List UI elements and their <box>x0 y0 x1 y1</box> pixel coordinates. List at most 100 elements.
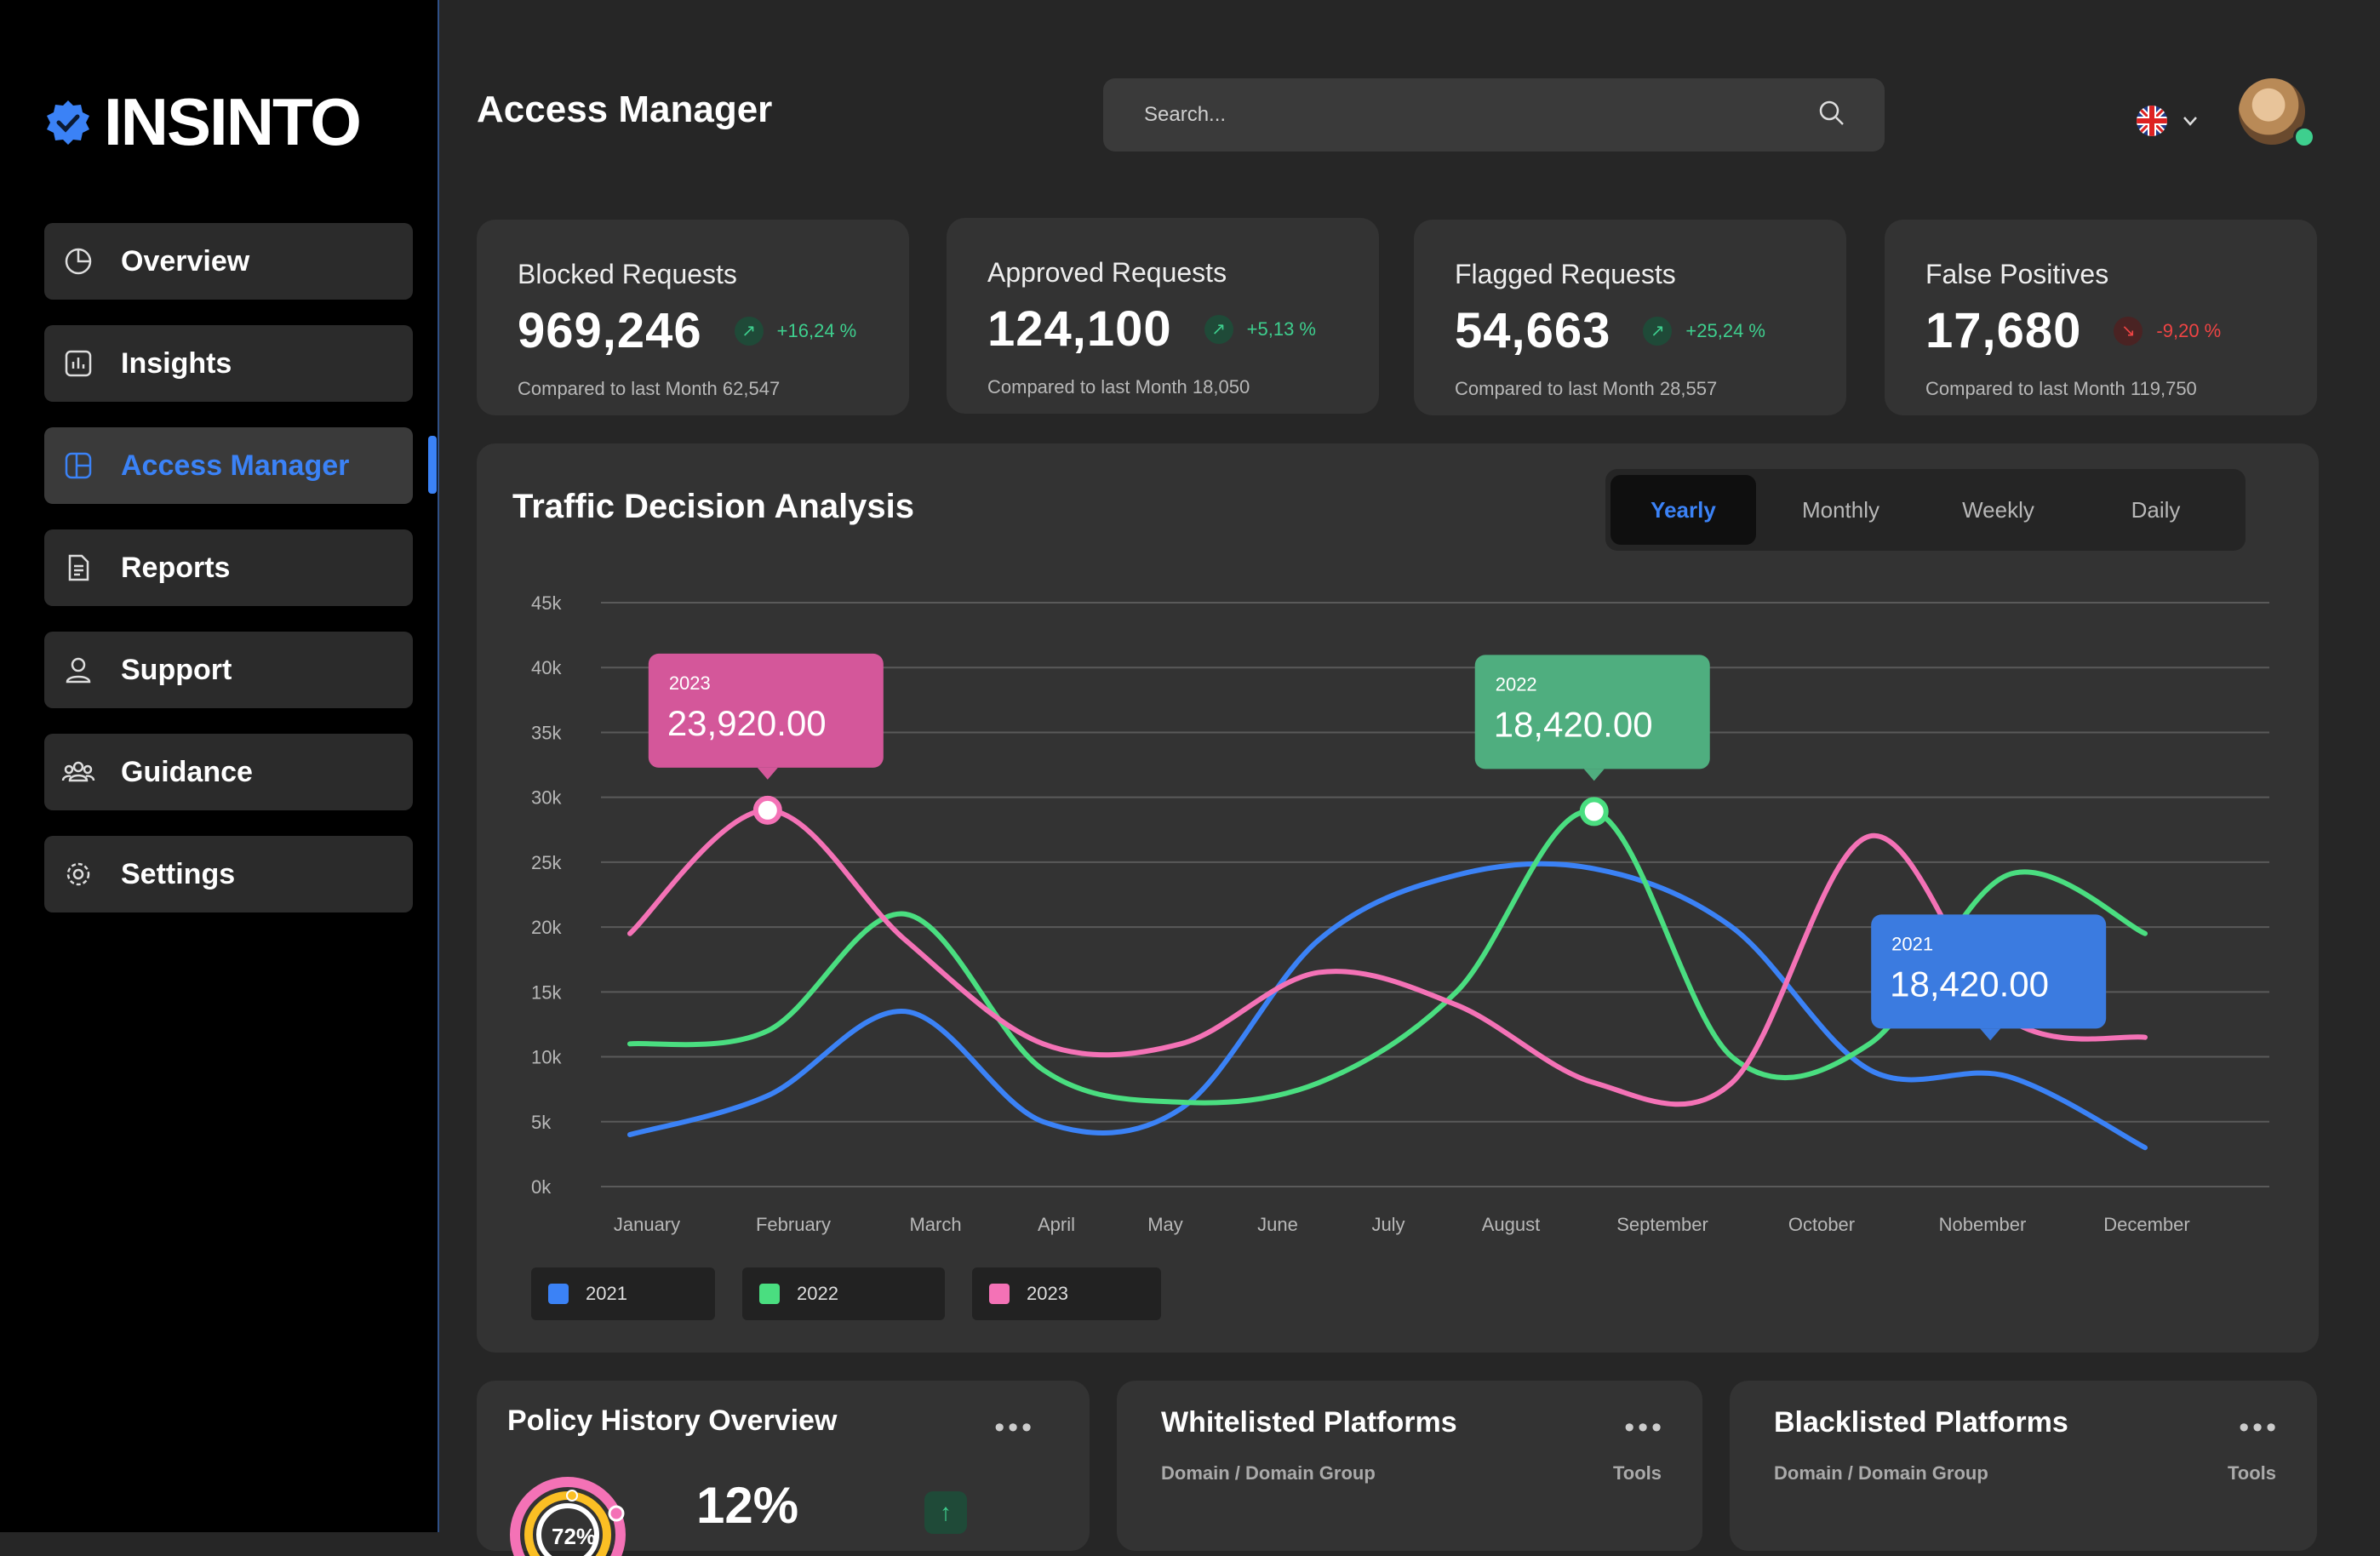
stat-compare: Compared to last Month 119,750 <box>1925 378 2197 399</box>
sidebar-item-reports[interactable]: Reports <box>44 529 413 606</box>
card-title: Policy History Overview <box>507 1404 838 1437</box>
trend-up-icon: ↗ <box>1643 316 1673 346</box>
group-icon <box>60 753 97 791</box>
more-options-icon[interactable]: ••• <box>1624 1411 1665 1444</box>
legend-item-2021[interactable]: 2021 <box>531 1267 715 1320</box>
sidebar: INSINTO Overview Insights Access Manager… <box>0 0 439 1532</box>
x-tick-label: October <box>1788 1214 1855 1235</box>
tab-yearly[interactable]: Yearly <box>1611 475 1756 545</box>
stat-change: +16,24 % <box>776 319 857 341</box>
stat-card-approved: Approved Requests 124,100 ↗ +5,13 % Comp… <box>947 218 1379 414</box>
policy-percent: 12% <box>696 1477 799 1534</box>
stat-compare: Compared to last Month 62,547 <box>518 378 781 399</box>
arrow-up-icon: ↑ <box>924 1491 967 1534</box>
period-tabs: Yearly Monthly Weekly Daily <box>1605 469 2246 551</box>
sidebar-item-settings[interactable]: Settings <box>44 836 413 912</box>
stat-change: +25,24 % <box>1685 319 1765 341</box>
sidebar-item-label: Insights <box>121 346 232 380</box>
stat-title: Flagged Requests <box>1455 259 1676 289</box>
search-input[interactable] <box>1142 102 1742 128</box>
sidebar-item-support[interactable]: Support <box>44 632 413 708</box>
whitelisted-platforms-card: Whitelisted Platforms ••• Domain / Domai… <box>1117 1381 1702 1551</box>
pie-chart-icon <box>60 243 97 280</box>
active-nav-indicator <box>428 436 437 494</box>
verified-badge-icon <box>47 100 89 145</box>
annotation-pointer-2021 <box>1980 1028 2001 1041</box>
user-icon <box>60 651 97 689</box>
document-icon <box>60 549 97 586</box>
y-tick-label: 20k <box>531 917 562 938</box>
column-header-tools: Tools <box>1612 1462 1662 1484</box>
x-tick-label: December <box>2103 1214 2189 1235</box>
tab-daily[interactable]: Daily <box>2131 496 2181 523</box>
sidebar-item-label: Access Manager <box>121 449 350 482</box>
x-tick-label: June <box>1257 1214 1298 1235</box>
stat-change: +5,13 % <box>1246 317 1316 340</box>
sidebar-nav: Overview Insights Access Manager Reports… <box>44 223 413 938</box>
logo-text: INSINTO <box>104 84 362 159</box>
stat-card-flagged: Flagged Requests 54,663 ↗ +25,24 % Compa… <box>1414 220 1846 415</box>
search-icon[interactable] <box>1818 100 1845 131</box>
x-tick-label: August <box>1482 1214 1541 1235</box>
uk-flag-icon <box>2137 106 2167 136</box>
x-tick-label: July <box>1371 1214 1405 1235</box>
stat-title: Approved Requests <box>987 257 1227 288</box>
y-tick-label: 45k <box>531 592 562 614</box>
annotation-label-2023: 2023 <box>669 672 711 694</box>
y-tick-label: 0k <box>531 1176 552 1198</box>
legend-swatch <box>548 1284 569 1304</box>
y-tick-label: 40k <box>531 657 562 678</box>
sidebar-item-guidance[interactable]: Guidance <box>44 734 413 810</box>
legend-item-2023[interactable]: 2023 <box>972 1267 1161 1320</box>
more-options-icon[interactable]: ••• <box>2239 1411 2280 1444</box>
annotation-box-2023 <box>648 653 884 768</box>
legend-swatch <box>989 1284 1010 1304</box>
column-header-tools: Tools <box>2227 1462 2276 1484</box>
annotation-pointer-2023 <box>757 767 778 780</box>
annotation-value-2022: 18,420.00 <box>1494 704 1653 744</box>
tab-monthly[interactable]: Monthly <box>1801 496 1880 523</box>
line-chart: 45k 40k 35k 30k 25k 20k 15k 10k 5k 0k January Febru… <box>531 592 2269 1235</box>
legend-label: 2021 <box>586 1283 627 1304</box>
tab-weekly[interactable]: Weekly <box>1962 496 2034 523</box>
legend-item-2022[interactable]: 2022 <box>742 1267 945 1320</box>
legend-label: 2022 <box>797 1283 838 1304</box>
blacklisted-platforms-card: Blacklisted Platforms ••• Domain / Domai… <box>1730 1381 2317 1551</box>
app-logo[interactable]: INSINTO <box>44 83 362 161</box>
y-tick-label: 35k <box>531 722 562 743</box>
annotation-pointer-2022 <box>1583 769 1605 781</box>
legend-swatch <box>759 1284 780 1304</box>
annotation-label-2022: 2022 <box>1496 673 1537 695</box>
legend-label: 2023 <box>1027 1283 1068 1304</box>
chart-title: Traffic Decision Analysis <box>512 488 915 525</box>
sidebar-item-insights[interactable]: Insights <box>44 325 413 402</box>
y-tick-label: 5k <box>531 1112 552 1133</box>
policy-history-card: Policy History Overview ••• 72% 12% ↑ <box>477 1381 1090 1556</box>
x-tick-label: March <box>909 1214 961 1235</box>
bar-chart-icon <box>60 345 97 382</box>
layout-icon <box>60 447 97 484</box>
sidebar-item-label: Overview <box>121 244 250 277</box>
column-header-domain: Domain / Domain Group <box>1774 1462 1988 1484</box>
stat-compare: Compared to last Month 28,557 <box>1455 378 1718 399</box>
language-selector[interactable] <box>2135 104 2200 138</box>
annotation-point-2022 <box>1579 797 1609 827</box>
more-options-icon[interactable]: ••• <box>994 1411 1035 1444</box>
stat-title: False Positives <box>1925 259 2109 289</box>
series-line-2023 <box>627 807 2148 1107</box>
stat-value: 54,663 <box>1455 303 1611 358</box>
ring-label: 72% <box>552 1524 597 1549</box>
search-bar[interactable] <box>1103 78 1885 152</box>
stat-change: -9,20 % <box>2156 319 2222 341</box>
x-tick-label: September <box>1616 1214 1708 1235</box>
stat-card-false-positives: False Positives 17,680 ↘ -9,20 % Compare… <box>1885 220 2317 415</box>
annotation-value-2023: 23,920.00 <box>667 703 827 743</box>
sidebar-item-label: Settings <box>121 857 236 890</box>
traffic-chart-card: Traffic Decision Analysis Yearly Monthly… <box>477 443 2319 1353</box>
y-tick-label: 30k <box>531 787 562 809</box>
x-tick-label: January <box>614 1214 680 1235</box>
sidebar-item-overview[interactable]: Overview <box>44 223 413 300</box>
column-header-domain: Domain / Domain Group <box>1161 1462 1376 1484</box>
trend-up-icon: ↗ <box>1204 314 1233 344</box>
sidebar-item-access-manager[interactable]: Access Manager <box>44 427 413 504</box>
